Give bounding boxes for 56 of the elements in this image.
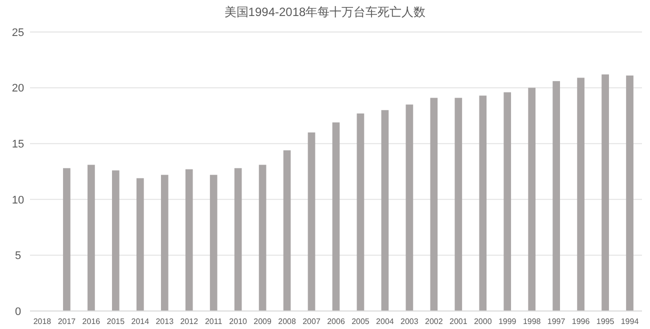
x-tick-label: 2018: [33, 317, 52, 326]
bar: [454, 98, 462, 311]
y-tick-label: 5: [14, 250, 22, 262]
y-tick-label: 10: [12, 194, 24, 206]
bar: [63, 168, 70, 311]
bar: [479, 96, 487, 311]
x-tick-label: 2017: [58, 317, 76, 326]
x-tick-label: 2015: [106, 317, 126, 326]
bar: [356, 113, 364, 311]
bar: [504, 92, 512, 311]
bar: [112, 170, 120, 311]
bar: [577, 78, 584, 311]
x-tick-label: 2011: [205, 317, 223, 326]
y-tick-label: 20: [12, 82, 24, 95]
bar: [528, 88, 536, 311]
x-tick-label: 2005: [352, 317, 370, 326]
y-tick-label: 15: [12, 138, 24, 150]
y-tick-label: 25: [12, 26, 24, 39]
bar: [308, 132, 316, 311]
bar: [602, 74, 609, 311]
x-tick-label: 2004: [376, 317, 394, 326]
bar: [136, 178, 144, 311]
bar: [430, 98, 438, 311]
x-tick-label: 2008: [278, 317, 296, 326]
x-tick-label: 2007: [302, 317, 321, 326]
bar: [88, 164, 95, 311]
x-tick-label: 2000: [474, 317, 492, 326]
x-tick-label: 1996: [572, 317, 590, 326]
y-tick-label: 0: [14, 306, 22, 318]
x-tick-label: 2009: [254, 317, 272, 326]
x-tick-label: 2003: [400, 317, 419, 326]
x-tick-label: 1995: [596, 317, 615, 326]
x-tick-label: 1994: [620, 317, 640, 326]
bar: [381, 110, 389, 311]
x-tick-label: 1998: [522, 317, 542, 326]
x-tick-label: 2016: [82, 317, 101, 326]
bar: [283, 150, 291, 311]
bar: [552, 81, 560, 311]
x-tick-label: 2001: [450, 317, 468, 326]
bar: [332, 122, 340, 311]
bar: [234, 168, 242, 311]
x-tick-label: 2014: [131, 317, 150, 326]
x-tick-label: 2010: [229, 317, 248, 326]
x-tick-label: 2006: [327, 317, 346, 326]
bar: [210, 174, 218, 311]
bar: [626, 76, 634, 311]
x-tick-label: 1997: [547, 317, 566, 326]
bar: [406, 104, 414, 311]
x-tick-label: 2002: [425, 317, 444, 326]
bar: [258, 164, 266, 311]
chart-title: 美国1994-2018年每十万台车死亡人数: [224, 5, 426, 19]
x-tick-label: 1999: [498, 317, 517, 326]
bar: [160, 174, 168, 311]
x-tick-label: 2012: [180, 317, 199, 326]
x-tick-label: 2013: [156, 317, 174, 326]
bar: [185, 169, 193, 311]
